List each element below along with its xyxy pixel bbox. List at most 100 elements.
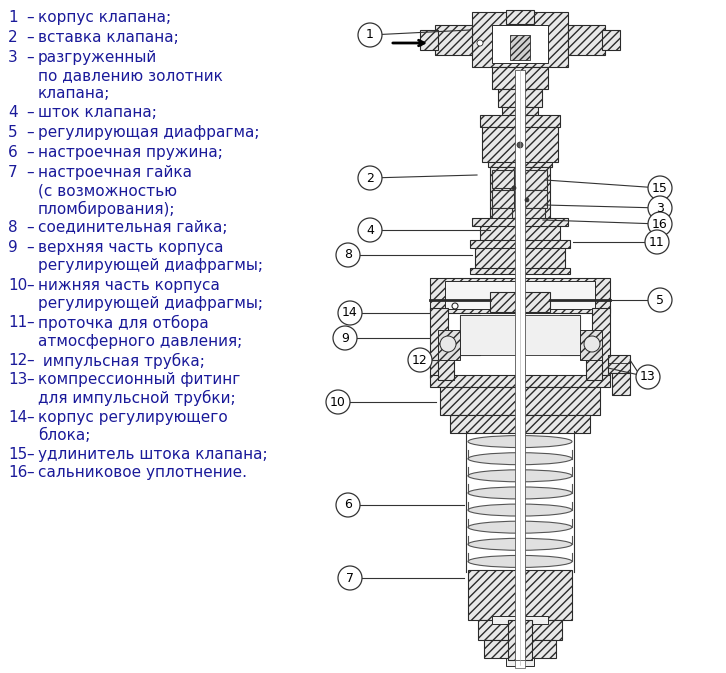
Bar (450, 415, 590, 433)
Bar (472, 218, 568, 226)
Circle shape (477, 40, 483, 46)
Text: 9: 9 (8, 240, 17, 255)
Text: 16: 16 (8, 465, 28, 480)
Circle shape (512, 186, 516, 190)
Bar (435, 25, 472, 55)
Bar (490, 167, 550, 222)
Bar (498, 89, 542, 107)
Circle shape (338, 301, 362, 325)
Text: –: – (26, 353, 33, 368)
Bar (438, 330, 460, 360)
Text: –: – (26, 30, 33, 45)
Bar (510, 35, 530, 60)
Circle shape (648, 176, 672, 200)
Bar (480, 115, 560, 127)
Bar (430, 278, 610, 313)
Text: удлинитель штока клапана;: удлинитель штока клапана; (38, 447, 268, 462)
Text: –: – (26, 372, 33, 387)
Text: 10: 10 (330, 396, 346, 409)
Text: 8: 8 (344, 248, 352, 262)
Circle shape (338, 566, 362, 590)
Text: корпус клапана;: корпус клапана; (38, 10, 171, 25)
Text: 6: 6 (344, 499, 352, 511)
Text: 14: 14 (342, 306, 358, 320)
Text: 12: 12 (412, 353, 428, 367)
Text: –: – (26, 410, 33, 425)
Text: шток клапана;: шток клапана; (38, 105, 157, 120)
Text: соединительная гайка;: соединительная гайка; (38, 220, 227, 235)
Bar (506, 658, 534, 666)
Circle shape (648, 196, 672, 220)
Text: 11: 11 (8, 315, 28, 330)
Text: 7: 7 (346, 571, 354, 584)
Ellipse shape (468, 504, 572, 516)
Bar (515, 70, 525, 660)
Bar (460, 315, 580, 355)
Bar (525, 190, 547, 208)
Ellipse shape (468, 538, 572, 551)
Ellipse shape (468, 487, 572, 499)
Circle shape (336, 243, 360, 267)
Circle shape (648, 212, 672, 236)
Circle shape (336, 493, 360, 517)
Bar (492, 208, 512, 222)
Text: проточка для отбора
атмосферного давления;: проточка для отбора атмосферного давлени… (38, 315, 242, 349)
Bar (492, 25, 548, 63)
Text: –: – (26, 50, 33, 65)
Text: –: – (26, 315, 33, 330)
Text: нижняя часть корпуса
регулирующей диафрагмы;: нижняя часть корпуса регулирующей диафра… (38, 278, 263, 311)
Bar (580, 330, 602, 360)
Circle shape (645, 230, 669, 254)
Bar (445, 281, 595, 309)
Text: 9: 9 (341, 332, 349, 345)
Circle shape (408, 348, 432, 372)
Text: 3: 3 (8, 50, 17, 65)
Text: 14: 14 (8, 410, 28, 425)
Text: –: – (26, 447, 33, 462)
Text: –: – (26, 10, 33, 25)
Bar (430, 308, 448, 378)
Text: импульсная трубка;: импульсная трубка; (38, 353, 205, 369)
Bar (492, 170, 514, 188)
Text: вставка клапана;: вставка клапана; (38, 30, 179, 45)
Text: 7: 7 (8, 165, 17, 180)
Text: 4: 4 (366, 223, 374, 236)
Text: разгруженный
по давлению золотник
клапана;: разгруженный по давлению золотник клапан… (38, 50, 223, 101)
Text: 3: 3 (656, 201, 664, 215)
Bar (430, 375, 610, 387)
Text: настроечная гайка
(с возможностью
пломбирования);: настроечная гайка (с возможностью пломби… (38, 165, 192, 217)
Text: настроечная пружина;: настроечная пружина; (38, 145, 223, 160)
Text: компрессионный фитинг
для импульсной трубки;: компрессионный фитинг для импульсной тру… (38, 372, 240, 406)
Text: –: – (26, 220, 33, 235)
Circle shape (358, 23, 382, 47)
Bar (515, 660, 525, 668)
Text: 2: 2 (8, 30, 17, 45)
Ellipse shape (468, 435, 572, 448)
Circle shape (452, 303, 458, 309)
Ellipse shape (468, 555, 572, 567)
Bar (470, 268, 570, 274)
Bar (586, 355, 602, 380)
Bar (478, 620, 562, 640)
Bar (612, 373, 630, 395)
Circle shape (333, 326, 357, 350)
Bar (568, 25, 605, 55)
Text: 8: 8 (8, 220, 17, 235)
Text: 5: 5 (656, 293, 664, 306)
Text: 1: 1 (8, 10, 17, 25)
Text: 5: 5 (8, 125, 17, 140)
Text: 11: 11 (649, 236, 665, 248)
Text: 15: 15 (8, 447, 28, 462)
Text: регулирующая диафрагма;: регулирующая диафрагма; (38, 125, 259, 140)
Bar (525, 170, 547, 190)
Text: –: – (26, 240, 33, 255)
Text: 13: 13 (8, 372, 28, 387)
Circle shape (358, 218, 382, 242)
Text: верхняя часть корпуса
регулирующей диафрагмы;: верхняя часть корпуса регулирующей диафр… (38, 240, 263, 273)
Bar (525, 208, 545, 222)
Text: 15: 15 (652, 182, 668, 194)
Text: 6: 6 (8, 145, 17, 160)
Bar (482, 127, 558, 162)
Text: –: – (26, 125, 33, 140)
Bar (492, 67, 548, 89)
